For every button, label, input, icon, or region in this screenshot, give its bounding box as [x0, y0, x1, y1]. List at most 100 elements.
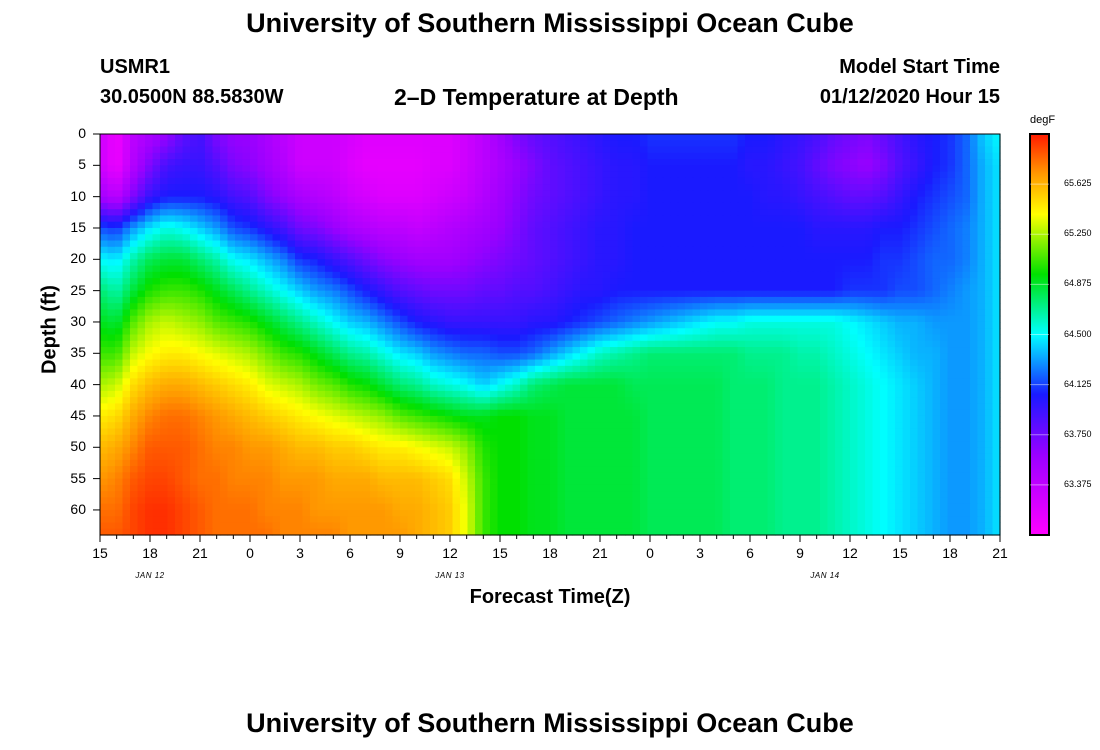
heatmap-cell [985, 196, 994, 204]
heatmap-cell [902, 309, 911, 317]
heatmap-cell [317, 334, 326, 342]
heatmap-cell [430, 227, 439, 235]
heatmap-cell [355, 271, 364, 279]
heatmap-cell [220, 328, 229, 336]
heatmap-cell [475, 159, 484, 166]
heatmap-cell [220, 202, 229, 210]
heatmap-cell [685, 165, 694, 173]
heatmap-cell [385, 290, 394, 298]
heatmap-cell [662, 284, 671, 292]
heatmap-cell [362, 253, 371, 260]
heatmap-cell [235, 134, 244, 141]
heatmap-cell [205, 340, 214, 348]
heatmap-cell [445, 290, 454, 298]
heatmap-cell [317, 384, 326, 392]
heatmap-cell [610, 340, 619, 348]
heatmap-cell [902, 196, 911, 204]
heatmap-cell [685, 303, 694, 311]
heatmap-cell [662, 384, 671, 392]
heatmap-cell [865, 146, 874, 154]
heatmap-cell [745, 384, 754, 392]
heatmap-cell [175, 221, 184, 229]
heatmap-cell [175, 309, 184, 317]
heatmap-cell [437, 353, 446, 361]
heatmap-cell [895, 253, 904, 260]
heatmap-cell [497, 140, 506, 148]
heatmap-cell [130, 177, 139, 185]
heatmap-cell [497, 315, 506, 323]
heatmap-cell [332, 334, 341, 342]
heatmap-cell [962, 196, 971, 204]
heatmap-cell [272, 390, 281, 398]
heatmap-cell [655, 177, 664, 185]
heatmap-cell [535, 253, 544, 260]
heatmap-cell [452, 246, 461, 254]
heatmap-cell [700, 152, 709, 160]
heatmap-cell [325, 290, 334, 298]
heatmap-cell [610, 290, 619, 298]
heatmap-cell [415, 271, 424, 279]
heatmap-cell [250, 209, 259, 217]
heatmap-cell [377, 284, 386, 292]
heatmap-cell [355, 296, 364, 304]
heatmap-cell [895, 152, 904, 160]
heatmap-cell [902, 152, 911, 160]
heatmap-cell [842, 372, 851, 379]
heatmap-cell [505, 284, 514, 292]
heatmap-cell [205, 209, 214, 217]
heatmap-cell [587, 246, 596, 254]
heatmap-cell [557, 315, 566, 323]
heatmap-cell [670, 177, 679, 185]
heatmap-cell [947, 202, 956, 210]
heatmap-cell [940, 328, 949, 336]
heatmap-cell [745, 359, 754, 367]
heatmap-cell [340, 234, 349, 242]
heatmap-cell [467, 271, 476, 279]
heatmap-cell [857, 159, 866, 166]
heatmap-cell [617, 378, 626, 386]
heatmap-cell [745, 202, 754, 210]
heatmap-cell [715, 347, 724, 354]
heatmap-cell [340, 334, 349, 342]
heatmap-cell [610, 353, 619, 361]
heatmap-cell [692, 227, 701, 235]
heatmap-cell [850, 290, 859, 298]
heatmap-cell [557, 378, 566, 386]
heatmap-cell [467, 165, 476, 173]
heatmap-cell [932, 328, 941, 336]
heatmap-cell [280, 353, 289, 361]
heatmap-cell [707, 309, 716, 317]
heatmap-cell [250, 334, 259, 342]
heatmap-cell [257, 372, 266, 379]
heatmap-cell [287, 278, 296, 285]
heatmap-cell [377, 328, 386, 336]
heatmap-cell [527, 259, 536, 267]
heatmap-cell [475, 246, 484, 254]
heatmap-cell [407, 365, 416, 373]
heatmap-cell [235, 378, 244, 386]
heatmap-cell [752, 221, 761, 229]
heatmap-cell [677, 177, 686, 185]
heatmap-cell [280, 234, 289, 242]
heatmap-cell [497, 190, 506, 198]
heatmap-cell [835, 347, 844, 354]
heatmap-cell [137, 196, 146, 204]
heatmap-cell [265, 359, 274, 367]
heatmap-cell [362, 234, 371, 242]
heatmap-cell [820, 353, 829, 361]
heatmap-cell [475, 234, 484, 242]
heatmap-cell [850, 372, 859, 379]
heatmap-cell [625, 246, 634, 254]
heatmap-cell [377, 134, 386, 141]
heatmap-cell [895, 209, 904, 217]
heatmap-cell [655, 196, 664, 204]
heatmap-cell [482, 321, 491, 329]
heatmap-cell [107, 196, 116, 204]
heatmap-cell [302, 390, 311, 398]
heatmap-cell [490, 384, 499, 392]
heatmap-cell [497, 177, 506, 185]
heatmap-cell [212, 328, 221, 336]
heatmap-cell [797, 134, 806, 141]
heatmap-cell [955, 296, 964, 304]
heatmap-cell [722, 271, 731, 279]
